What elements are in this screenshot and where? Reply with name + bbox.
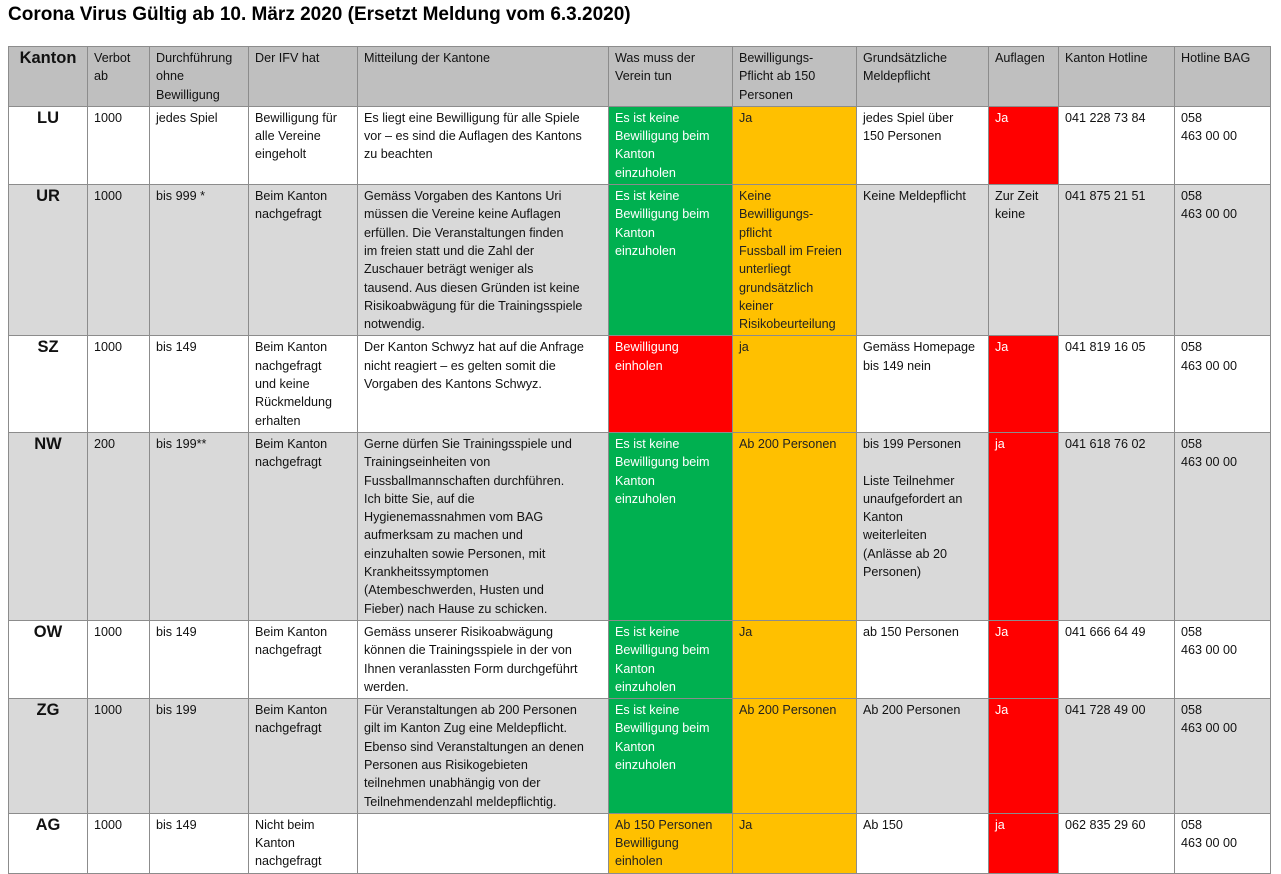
cell-verein-tun: Es ist keine Bewilligung beim Kanton ein… bbox=[608, 105, 733, 186]
table-row: ZG 1000 bis 199 Beim Kanton nachgefragt Für … bbox=[8, 698, 1271, 814]
cell-verbot-ab: 1000 bbox=[87, 812, 150, 874]
header-hotline-bag: Hotline BAG bbox=[1174, 46, 1271, 107]
cell-auflagen: Ja bbox=[988, 698, 1059, 814]
kanton-table: Kanton Verbot ab Durchführung ohne Bewilli… bbox=[8, 46, 1271, 874]
cell-auflagen: Ja bbox=[988, 619, 1059, 700]
cell-ifv-hat: Beim Kanton nachgefragt bbox=[248, 431, 358, 621]
cell-mitteilung: Gerne dürfen Sie Trainingsspiele und Tra… bbox=[357, 431, 609, 621]
cell-ifv-hat: Nicht beim Kanton nachgefragt bbox=[248, 812, 358, 874]
cell-ifv-hat: Beim Kanton nachgefragt und keine Rückme… bbox=[248, 335, 358, 433]
cell-bewilligungspflicht: Ab 200 Personen bbox=[732, 698, 857, 814]
cell-meldepflicht: ab 150 Personen bbox=[856, 619, 989, 700]
cell-ohne-bewilligung: bis 199 bbox=[149, 698, 249, 814]
cell-meldepflicht: Ab 200 Personen bbox=[856, 698, 989, 814]
header-bewilligungspflicht: Bewilligungs- Pflicht ab 150 Personen bbox=[732, 46, 857, 107]
cell-verbot-ab: 1000 bbox=[87, 619, 150, 700]
cell-meldepflicht: Keine Meldepflicht bbox=[856, 184, 989, 337]
cell-hotline-bag: 058 463 00 00 bbox=[1174, 105, 1271, 186]
cell-kanton: SZ bbox=[8, 335, 88, 433]
cell-bewilligungspflicht: Keine Bewilligungs- pflicht Fussball im … bbox=[732, 184, 857, 337]
cell-verbot-ab: 1000 bbox=[87, 698, 150, 814]
cell-kanton-hotline: 041 728 49 00 bbox=[1058, 698, 1175, 814]
cell-ohne-bewilligung: bis 199** bbox=[149, 431, 249, 621]
cell-ifv-hat: Beim Kanton nachgefragt bbox=[248, 619, 358, 700]
cell-meldepflicht: bis 199 Personen Liste Teilnehmer unaufg… bbox=[856, 431, 989, 621]
cell-ohne-bewilligung: jedes Spiel bbox=[149, 105, 249, 186]
cell-verein-tun: Es ist keine Bewilligung beim Kanton ein… bbox=[608, 184, 733, 337]
cell-kanton-hotline: 041 618 76 02 bbox=[1058, 431, 1175, 621]
cell-hotline-bag: 058 463 00 00 bbox=[1174, 431, 1271, 621]
cell-kanton: OW bbox=[8, 619, 88, 700]
table-row: NW 200 bis 199** Beim Kanton nachgefragt Ger… bbox=[8, 431, 1271, 621]
cell-ifv-hat: Beim Kanton nachgefragt bbox=[248, 184, 358, 337]
table-row: OW 1000 bis 149 Beim Kanton nachgefragt Gemä… bbox=[8, 619, 1271, 700]
cell-auflagen: Ja bbox=[988, 105, 1059, 186]
header-meldepflicht: Grundsätzliche Meldepflicht bbox=[856, 46, 989, 107]
cell-verbot-ab: 200 bbox=[87, 431, 150, 621]
cell-kanton-hotline: 062 835 29 60 bbox=[1058, 812, 1175, 874]
cell-mitteilung: Gemäss unserer Risikoabwägung können die… bbox=[357, 619, 609, 700]
cell-hotline-bag: 058 463 00 00 bbox=[1174, 335, 1271, 433]
cell-kanton: LU bbox=[8, 105, 88, 186]
cell-mitteilung: Für Veranstaltungen ab 200 Personen gilt… bbox=[357, 698, 609, 814]
cell-ohne-bewilligung: bis 149 bbox=[149, 335, 249, 433]
header-mitteilung: Mitteilung der Kantone bbox=[357, 46, 609, 107]
cell-kanton: AG bbox=[8, 812, 88, 874]
cell-kanton-hotline: 041 666 64 49 bbox=[1058, 619, 1175, 700]
header-kanton-hotline: Kanton Hotline bbox=[1058, 46, 1175, 107]
cell-ohne-bewilligung: bis 149 bbox=[149, 812, 249, 874]
cell-auflagen: Ja bbox=[988, 335, 1059, 433]
cell-auflagen: ja bbox=[988, 812, 1059, 874]
cell-ifv-hat: Beim Kanton nachgefragt bbox=[248, 698, 358, 814]
cell-kanton-hotline: 041 819 16 05 bbox=[1058, 335, 1175, 433]
cell-ohne-bewilligung: bis 999 * bbox=[149, 184, 249, 337]
cell-verbot-ab: 1000 bbox=[87, 335, 150, 433]
cell-hotline-bag: 058 463 00 00 bbox=[1174, 812, 1271, 874]
cell-hotline-bag: 058 463 00 00 bbox=[1174, 184, 1271, 337]
cell-kanton-hotline: 041 228 73 84 bbox=[1058, 105, 1175, 186]
cell-mitteilung: Gemäss Vorgaben des Kantons Uri müssen d… bbox=[357, 184, 609, 337]
header-auflagen: Auflagen bbox=[988, 46, 1059, 107]
cell-meldepflicht: Gemäss Homepage bis 149 nein bbox=[856, 335, 989, 433]
cell-kanton: ZG bbox=[8, 698, 88, 814]
cell-verbot-ab: 1000 bbox=[87, 105, 150, 186]
cell-auflagen: Zur Zeit keine bbox=[988, 184, 1059, 337]
cell-verein-tun: Es ist keine Bewilligung beim Kanton ein… bbox=[608, 619, 733, 700]
cell-meldepflicht: Ab 150 bbox=[856, 812, 989, 874]
cell-bewilligungspflicht: ja bbox=[732, 335, 857, 433]
page-title: Corona Virus Gültig ab 10. März 2020 (Er… bbox=[8, 4, 631, 25]
header-verbot-ab: Verbot ab bbox=[87, 46, 150, 107]
header-ohne-bewilligung: Durchführung ohne Bewilligung bbox=[149, 46, 249, 107]
cell-meldepflicht: jedes Spiel über 150 Personen bbox=[856, 105, 989, 186]
cell-verein-tun: Es ist keine Bewilligung beim Kanton ein… bbox=[608, 431, 733, 621]
table-row: AG 1000 bis 149 Nicht beim Kanton nachgefra… bbox=[8, 812, 1271, 874]
cell-verein-tun: Bewilligung einholen bbox=[608, 335, 733, 433]
cell-verein-tun: Ab 150 Personen Bewilligung einholen bbox=[608, 812, 733, 874]
cell-auflagen: ja bbox=[988, 431, 1059, 621]
cell-mitteilung bbox=[357, 812, 609, 874]
cell-hotline-bag: 058 463 00 00 bbox=[1174, 619, 1271, 700]
table-row: SZ 1000 bis 149 Beim Kanton nachgefragt und… bbox=[8, 335, 1271, 433]
cell-kanton: UR bbox=[8, 184, 88, 337]
cell-bewilligungspflicht: Ja bbox=[732, 105, 857, 186]
cell-ohne-bewilligung: bis 149 bbox=[149, 619, 249, 700]
cell-verein-tun: Es ist keine Bewilligung beim Kanton ein… bbox=[608, 698, 733, 814]
cell-mitteilung: Der Kanton Schwyz hat auf die Anfrage ni… bbox=[357, 335, 609, 433]
table-row: LU 1000 jedes Spiel Bewilligung für alle Ve… bbox=[8, 105, 1271, 186]
cell-mitteilung: Es liegt eine Bewilligung für alle Spiel… bbox=[357, 105, 609, 186]
cell-kanton-hotline: 041 875 21 51 bbox=[1058, 184, 1175, 337]
header-kanton: Kanton bbox=[8, 46, 88, 107]
cell-hotline-bag: 058 463 00 00 bbox=[1174, 698, 1271, 814]
header-row: Kanton Verbot ab Durchführung ohne Bewilli… bbox=[8, 46, 1271, 107]
cell-bewilligungspflicht: Ab 200 Personen bbox=[732, 431, 857, 621]
cell-bewilligungspflicht: Ja bbox=[732, 812, 857, 874]
table-row: UR 1000 bis 999 * Beim Kanton nachgefragt Ge… bbox=[8, 184, 1271, 337]
cell-bewilligungspflicht: Ja bbox=[732, 619, 857, 700]
cell-kanton: NW bbox=[8, 431, 88, 621]
cell-verbot-ab: 1000 bbox=[87, 184, 150, 337]
header-ifv-hat: Der IFV hat bbox=[248, 46, 358, 107]
header-verein-tun: Was muss der Verein tun bbox=[608, 46, 733, 107]
cell-ifv-hat: Bewilligung für alle Vereine eingeholt bbox=[248, 105, 358, 186]
